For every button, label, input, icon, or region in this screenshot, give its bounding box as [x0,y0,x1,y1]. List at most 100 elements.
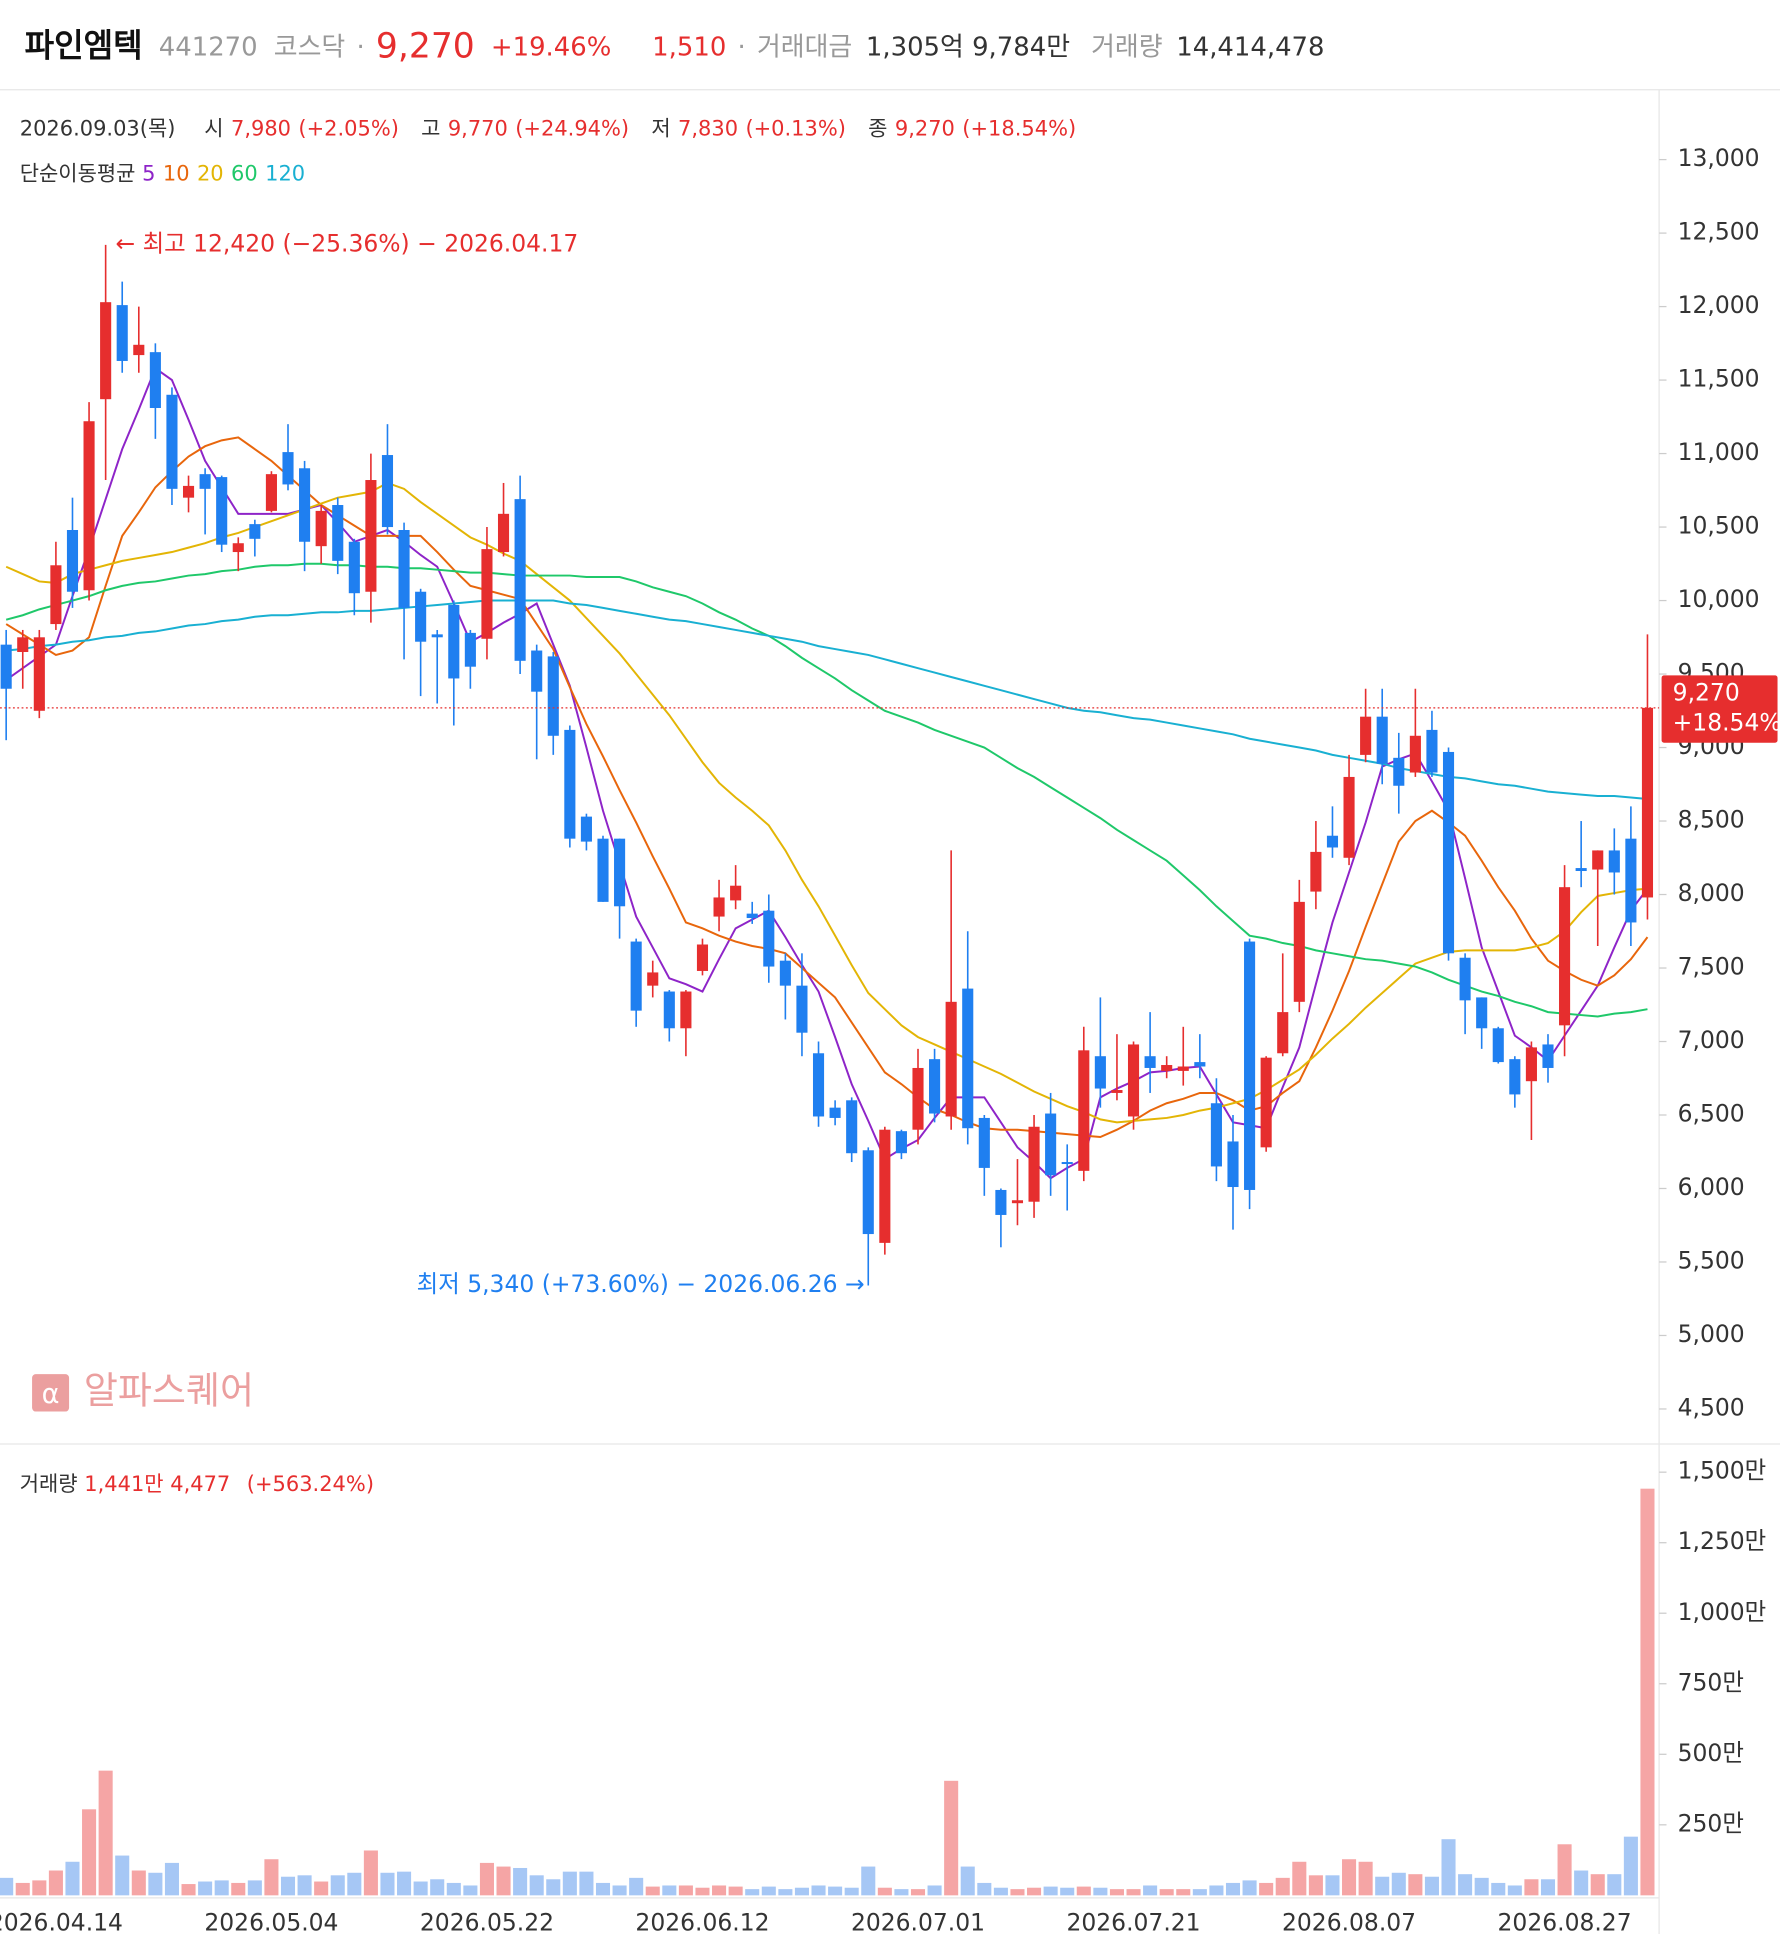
volume-bar [712,1885,727,1896]
info-value: 7,980 [231,116,291,141]
y-tick-label: 750만 [1678,1668,1744,1696]
info-label: 저 [651,116,670,141]
candle-body [1592,850,1604,870]
y-tick-label: 8,500 [1678,805,1745,833]
candle-body [1326,835,1339,848]
candle-body [1409,735,1421,773]
info-value: 9,770 [448,116,508,141]
candle-body [381,455,394,528]
volume-bar [579,1871,594,1896]
candle-body [1525,1047,1537,1082]
change-pct: +19.46% [491,32,611,62]
x-tick-label: 2026.06.12 [635,1908,769,1934]
volume-bar [1375,1876,1390,1896]
separator: · [356,32,364,62]
x-tick-label: 2026.05.22 [420,1908,554,1934]
candle-body [216,477,228,545]
volume-bar [778,1889,793,1896]
candle-body [431,634,443,638]
moving-average [5,366,1649,1180]
candle-body [995,1189,1007,1215]
candle-body [580,816,592,842]
legend-entry: 60 [231,160,258,185]
volume: 14,414,478 [1176,32,1324,62]
candle-body [1210,1103,1222,1167]
candle-body [83,421,95,591]
candle-body [1194,1062,1206,1067]
volume-bar [629,1877,644,1896]
volume-bar [247,1880,262,1896]
last-price-box [1661,675,1778,743]
volume-bar [1209,1885,1224,1896]
candle-body [166,394,178,489]
y-tick-label: 6,500 [1678,1099,1745,1127]
candle-body [1061,1162,1073,1165]
volume-bar [1441,1839,1456,1896]
x-tick-label: 2026.08.07 [1282,1908,1416,1934]
candle-body [1559,887,1571,1026]
y-tick-label: 500만 [1678,1739,1744,1767]
candle-body [1575,868,1587,872]
candle-body [1360,716,1372,755]
candle-body [1310,851,1322,892]
volume-bar [960,1866,975,1896]
candle-body [1542,1044,1554,1068]
volume-bar [1358,1861,1373,1896]
volume-bar [363,1850,378,1896]
volume-bar [1010,1889,1025,1896]
volume-bar [1507,1885,1522,1896]
candle-body [1492,1028,1504,1063]
separator: · [738,32,746,62]
y-tick-label: 1,500만 [1678,1457,1767,1485]
x-tick-label: 2026.04.14 [0,1908,123,1934]
candle-body [116,305,128,361]
y-tick-label: 5,500 [1678,1246,1745,1274]
candle-body [763,910,775,967]
volume-bar [32,1880,47,1896]
candle-body [663,991,675,1029]
y-tick-label: 10,000 [1678,585,1760,613]
candle-body [1608,850,1620,873]
candle-body [564,729,576,839]
candle-body [614,838,626,907]
candle-body [1625,838,1637,923]
candle-body [929,1059,941,1114]
volume-bar [131,1870,146,1896]
volume-bar [529,1875,544,1896]
x-tick-label: 2026.05.04 [204,1908,338,1934]
y-tick-label: 1,250만 [1678,1527,1767,1555]
candle-body [1459,957,1471,1001]
volume-bar [397,1871,412,1896]
volume-bar [728,1886,743,1896]
volume-bar [264,1859,279,1896]
market: 코스닥 [274,32,346,62]
volume-bar [198,1881,213,1896]
candle-body [1426,729,1438,773]
volume-bar [1640,1488,1655,1896]
volume-bar [314,1881,329,1896]
volume-bar [1590,1874,1605,1896]
trade-value: 1,305억 9,784만 [866,32,1070,62]
candle-body [365,480,377,592]
volume-bar [1408,1874,1423,1896]
volume-bar [115,1855,130,1896]
volume-bar [977,1882,992,1896]
volume-bar [877,1887,892,1896]
info-pct: (+24.94%) [515,116,629,141]
volume-bar [1491,1882,1506,1896]
y-tick-label: 6,000 [1678,1173,1745,1201]
legend-entry: 10 [163,160,190,185]
candle-body [730,885,742,901]
candle-body [1641,707,1654,898]
candle-body [879,1129,891,1243]
volume-bar [1623,1836,1638,1896]
candle-body [1094,1056,1106,1089]
volume-bar [1540,1879,1556,1896]
y-tick-label: 13,000 [1678,144,1760,172]
candle-body [1509,1059,1521,1095]
volume-bar [612,1885,627,1896]
volume-bar [861,1866,876,1896]
candle-body [514,499,526,661]
volume-bar [1424,1876,1439,1896]
